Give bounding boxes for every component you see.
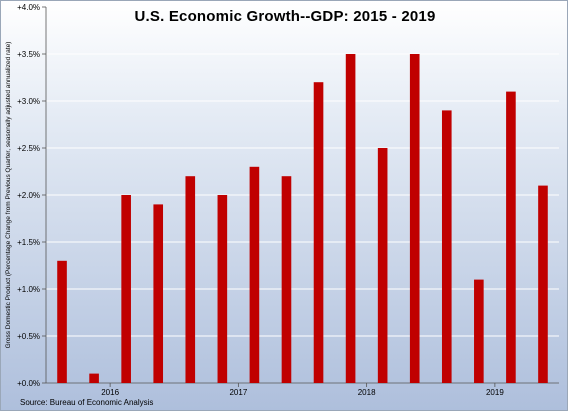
- x-tick-label: 2019: [486, 388, 504, 397]
- y-axis-title: Gross Domestic Product (Percentage Chang…: [5, 42, 12, 349]
- y-tick-label: +3.0%: [17, 97, 40, 106]
- y-tick-label: +1.0%: [17, 285, 40, 294]
- bar: [185, 176, 196, 383]
- y-tick-label: +0.0%: [17, 379, 40, 388]
- y-tick-label: +2.0%: [17, 191, 40, 200]
- bar: [281, 176, 292, 383]
- y-tick-label: +0.5%: [17, 332, 40, 341]
- bar: [345, 54, 356, 383]
- bar: [121, 195, 131, 383]
- y-tick-label: +2.5%: [17, 144, 40, 153]
- x-tick-label: 2018: [358, 388, 376, 397]
- bar: [409, 54, 420, 383]
- y-tick-label: +4.0%: [17, 3, 40, 12]
- bar: [57, 260, 67, 383]
- bar: [217, 195, 228, 383]
- bar: [474, 279, 484, 383]
- y-tick-label: +3.5%: [17, 50, 40, 59]
- bar: [153, 204, 164, 383]
- bar: [441, 110, 452, 384]
- x-tick-label: 2017: [229, 388, 247, 397]
- bar: [538, 185, 548, 383]
- bar: [313, 82, 324, 383]
- y-tick-label: +1.5%: [17, 238, 40, 247]
- x-tick-label: 2016: [101, 388, 119, 397]
- bar: [377, 148, 388, 383]
- bar: [506, 91, 516, 383]
- source-note: Source: Bureau of Economic Analysis: [20, 398, 154, 407]
- bar: [89, 373, 99, 383]
- chart-title: U.S. Economic Growth--GDP: 2015 - 2019: [134, 8, 436, 25]
- bar: [249, 166, 260, 383]
